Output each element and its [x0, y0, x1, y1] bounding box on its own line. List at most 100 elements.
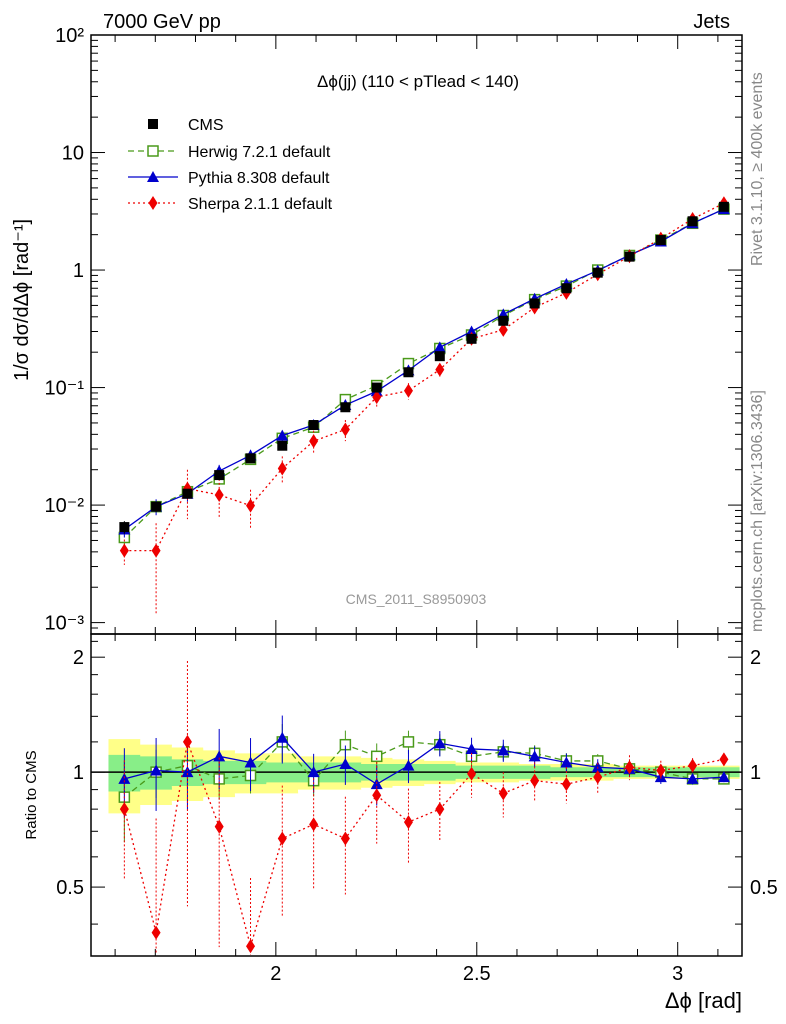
data-point-cms — [592, 267, 603, 278]
data-point-cms — [529, 298, 540, 309]
ratio-point-sherpa — [688, 758, 698, 773]
data-point-cms — [182, 488, 193, 499]
ratio-point-pythia — [433, 737, 446, 749]
ratio-point-sherpa — [403, 815, 413, 830]
legend-marker-pythia — [147, 171, 159, 182]
data-point-cms — [466, 333, 477, 344]
data-point-sherpa — [372, 390, 382, 405]
data-point-cms — [403, 367, 414, 378]
ratio-point-pythia — [686, 772, 699, 784]
ratio-y-tick-label-right: 2 — [750, 647, 761, 669]
ratio-point-sherpa — [498, 786, 508, 801]
ratio-band-inner — [108, 754, 740, 792]
ratio-axis-label: Ratio to CMS — [23, 750, 40, 839]
data-point-pythia — [276, 429, 289, 441]
ratio-point-sherpa — [277, 831, 287, 846]
mcplots-reference-label: mcplots.cern.ch [arXiv:1306.3436] — [749, 390, 766, 632]
ratio-point-pythia — [150, 764, 163, 776]
data-point-cms — [498, 315, 509, 326]
ratio-point-sherpa — [340, 831, 350, 846]
legend-entry-sherpa: Sherpa 2.1.1 default — [188, 196, 333, 213]
ratio-point-pythia — [560, 756, 573, 768]
ratio-point-sherpa — [530, 773, 540, 788]
ratio-point-pythia — [276, 731, 289, 743]
x-tick-label: 3 — [672, 963, 683, 985]
data-point-sherpa — [340, 422, 350, 437]
ratio-point-pythia — [307, 766, 320, 778]
legend-marker-cms — [148, 119, 158, 129]
data-point-cms — [277, 440, 288, 451]
data-point-pythia — [433, 341, 446, 353]
ratio-point-sherpa — [151, 925, 161, 940]
data-point-sherpa — [214, 487, 224, 502]
data-point-cms — [434, 351, 445, 362]
ratio-point-sherpa — [624, 760, 634, 775]
data-point-cms — [151, 501, 162, 512]
data-point-sherpa — [119, 543, 129, 558]
data-point-pythia — [465, 325, 478, 337]
ratio-line-sherpa — [123, 739, 725, 949]
data-point-sherpa — [246, 498, 256, 513]
data-point-cms — [308, 420, 319, 431]
data-point-cms — [624, 251, 635, 262]
data-point-sherpa — [151, 543, 161, 558]
legend: CMS Herwig 7.2.1 default Pythia 8.308 defa… — [128, 117, 333, 213]
ratio-y-tick-label: 2 — [73, 647, 84, 669]
data-point-cms — [245, 453, 256, 464]
y-axis-label: 1/σ dσ/dΔϕ [rad⁻¹] — [11, 219, 33, 381]
ratio-point-pythia — [339, 758, 352, 770]
ratio-frame — [90, 633, 743, 957]
ratio-y-tick-label: 0.5 — [56, 877, 84, 899]
y-tick-label: 10⁻¹ — [45, 378, 85, 400]
ratio-y-tick-label-right: 1 — [750, 762, 761, 784]
ratio-point-pythia — [528, 750, 541, 762]
ratio-point-pythia — [213, 750, 226, 762]
x-axis-label: Δϕ [rad] — [665, 988, 742, 1013]
ratio-point-sherpa — [656, 763, 666, 778]
y-tick-label: 10 — [62, 143, 84, 165]
x-tick-label: 2 — [270, 963, 281, 985]
ratio-point-sherpa — [182, 734, 192, 749]
ratio-point-pythia — [465, 742, 478, 754]
ratio-point-pythia — [181, 766, 194, 778]
ratio-point-sherpa — [467, 766, 477, 781]
ratio-point-herwig — [370, 750, 383, 763]
data-point-cms — [561, 283, 572, 294]
y-tick-label: 10² — [55, 25, 84, 47]
data-point-cms — [655, 235, 666, 246]
main-panel: CMS_2011_S8950903 Δϕ(jj) (110 < pTlead < … — [11, 25, 743, 956]
legend-entry-herwig: Herwig 7.2.1 default — [188, 144, 331, 161]
ratio-point-sherpa — [435, 802, 445, 817]
rivet-version-label: Rivet 3.1.10, ≥ 400k events — [749, 72, 766, 266]
ratio-point-sherpa — [593, 770, 603, 785]
ratio-point-sherpa — [119, 802, 129, 817]
x-tick-label: 2.5 — [463, 963, 491, 985]
data-point-cms — [119, 522, 130, 533]
ratio-point-sherpa — [561, 777, 571, 792]
analysis-watermark: CMS_2011_S8950903 — [346, 591, 487, 607]
data-point-sherpa — [277, 461, 287, 476]
ratio-point-pythia — [244, 756, 257, 768]
series-line-herwig — [123, 208, 725, 538]
ratio-point-sherpa — [309, 817, 319, 832]
data-point-cms — [718, 201, 729, 212]
data-point-cms — [214, 470, 225, 481]
ratio-panel: 2 2.5 3 Δϕ [rad] 0.5 0.5 1 1 2 2 Ratio to CMS — [23, 633, 778, 1013]
data-point-sherpa — [435, 362, 445, 377]
y-tick-label: 10⁻³ — [45, 613, 85, 635]
legend-entry-cms: CMS — [188, 117, 224, 134]
ratio-y-tick-label-right: 0.5 — [750, 877, 778, 899]
legend-marker-sherpa — [148, 196, 158, 210]
ratio-point-sherpa — [214, 819, 224, 834]
data-point-cms — [340, 402, 351, 413]
legend-marker-herwig — [147, 145, 159, 157]
chart-title: Δϕ(jj) (110 < pTlead < 140) — [317, 72, 519, 91]
ratio-point-sherpa — [246, 939, 256, 954]
ratio-point-pythia — [402, 759, 415, 771]
y-tick-label: 1 — [73, 260, 84, 282]
legend-entry-pythia: Pythia 8.308 default — [188, 170, 330, 187]
y-tick-label: 10⁻² — [45, 495, 85, 517]
data-point-cms — [687, 216, 698, 227]
ratio-y-tick-label: 1 — [73, 762, 84, 784]
